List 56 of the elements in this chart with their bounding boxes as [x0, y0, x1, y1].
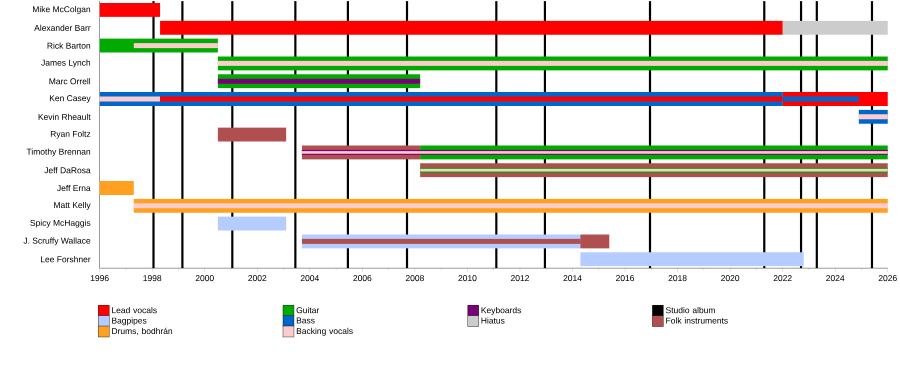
bar: [782, 20, 888, 35]
bar: [782, 96, 859, 102]
y-tick-label: Timothy Brennan: [26, 148, 90, 156]
y-tick-label: Alexander Barr: [34, 24, 90, 32]
y-tick-label: Jeff DaRosa: [44, 167, 91, 174]
x-tick-label: 2010: [458, 275, 477, 282]
x-tick-label: 2002: [248, 275, 266, 282]
legend-label: Hiatus: [482, 318, 505, 324]
y-tick-label: Ken Casey: [50, 95, 91, 103]
y-tick-label: J. Scruffy Wallace: [24, 238, 90, 246]
y-tick-label: Matt Kelly: [54, 202, 91, 210]
bar: [218, 216, 286, 231]
y-tick-label: Rick Barton: [48, 42, 90, 49]
x-tick-label: 2020: [721, 275, 740, 282]
legend-label: Bass: [296, 318, 315, 324]
legend-label: Bagpipes: [112, 318, 146, 326]
bar: [218, 78, 420, 84]
y-tick-label: Spicy McHaggis: [30, 220, 90, 228]
legend-label: Keyboards: [482, 307, 522, 316]
x-tick-label: 1998: [143, 275, 162, 282]
bar: [160, 96, 783, 102]
x-tick-label: 2024: [826, 275, 844, 282]
x-tick-label: 2026: [878, 275, 897, 282]
legend-label: Studio album: [666, 307, 715, 314]
bar: [160, 20, 783, 35]
x-tick-label: 1996: [90, 275, 109, 282]
bar: [134, 43, 218, 48]
legend-label: Drums, bodhrán: [112, 328, 172, 336]
x-tick-label: 2004: [300, 275, 319, 282]
y-tick-label: Jeff Erna: [57, 185, 91, 192]
bar: [218, 61, 888, 66]
bar: [858, 114, 888, 120]
y-tick-label: Mike McColgan: [33, 6, 90, 14]
x-tick-label: 2012: [510, 275, 529, 282]
x-tick-label: 2018: [668, 275, 687, 282]
y-tick-label: James Lynch: [41, 60, 90, 68]
x-tick-label: 2014: [564, 275, 582, 282]
y-tick-label: Lee Forshner: [40, 256, 90, 262]
bar: [134, 203, 888, 208]
legend-label: Backing vocals: [296, 328, 353, 336]
bar: [100, 3, 160, 18]
legend-label: Lead vocals: [112, 307, 157, 314]
bar: [580, 252, 804, 266]
bar: [100, 181, 134, 196]
y-tick-label: Kevin Rheault: [38, 114, 91, 120]
bar: [100, 96, 160, 102]
x-tick-label: 2016: [616, 275, 634, 282]
legend-label: Folk instruments: [666, 318, 728, 324]
y-tick-label: Marc Orrell: [49, 78, 90, 84]
legend-label: Guitar: [296, 307, 320, 314]
bar: [218, 128, 286, 142]
y-tick-label: Ryan Foltz: [50, 130, 90, 139]
x-tick-label: 2022: [774, 275, 792, 282]
x-tick-label: 2006: [353, 275, 372, 282]
x-tick-label: 2000: [196, 275, 214, 282]
x-tick-label: 2008: [406, 275, 424, 282]
